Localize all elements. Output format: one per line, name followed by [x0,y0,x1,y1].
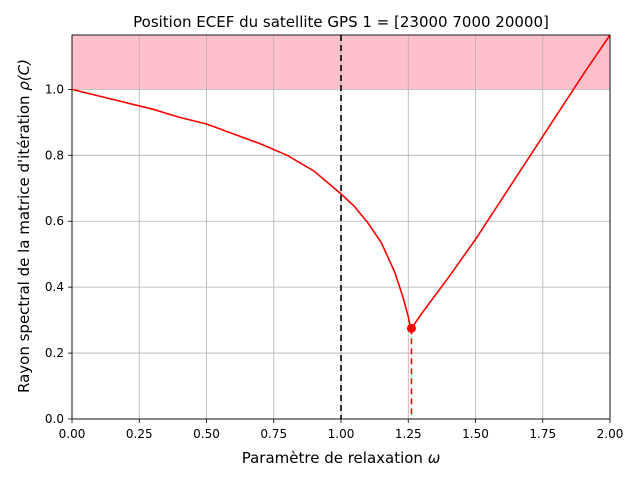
x-axis-label: Paramètre de relaxation ω [242,449,441,467]
y-tick-label: 0.2 [45,346,64,360]
x-tick-label: 1.75 [529,427,556,441]
y-axis-symbol: ρ(C) [15,59,33,91]
y-tick-label: 0.8 [45,148,64,162]
optimum-point [406,323,416,333]
plot-area: 0.00 0.25 0.50 0.75 1.00 1.25 1.50 1.75 2.00 0.0 0… [45,34,624,441]
y-axis-label: Rayon spectral de la matrice d'itération… [15,59,33,393]
x-tick-label: 0.75 [260,427,287,441]
x-tick-label: 2.00 [597,427,624,441]
y-tick-label: 0.4 [45,280,64,294]
y-tick-label: 0.6 [45,214,64,228]
y-tick-label: 1.0 [45,82,64,96]
x-tick-label: 1.25 [395,427,422,441]
x-axis-symbol: ω [428,449,441,467]
x-tick-label: 0.00 [59,427,86,441]
x-tick-label: 1.00 [328,427,355,441]
chart-title: Position ECEF du satellite GPS 1 = [2300… [133,13,549,31]
x-tick-label: 0.50 [193,427,220,441]
series-line [71,34,611,331]
x-tick-label: 0.25 [126,427,153,441]
y-tick-label: 0.0 [45,412,64,426]
x-tick-label: 1.50 [462,427,489,441]
